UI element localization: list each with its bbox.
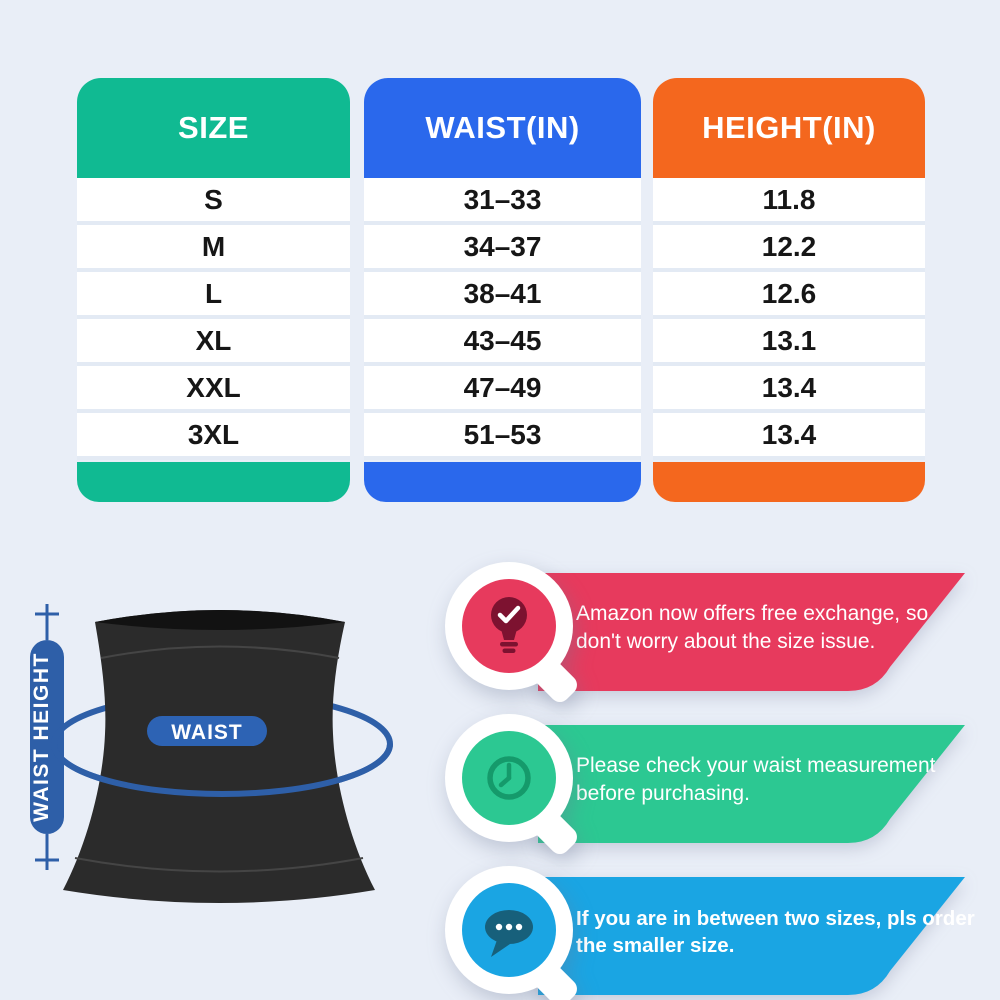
table-cell: 51–53 — [364, 413, 641, 460]
table-cell: 12.2 — [653, 225, 925, 272]
table-cell: 38–41 — [364, 272, 641, 319]
note-badge — [445, 562, 577, 702]
note-line: Amazon now offers free exchange, so — [576, 601, 929, 625]
column-header-height: HEIGHT(IN) — [653, 78, 925, 178]
table-column-waist: WAIST(IN) 31–33 34–37 38–41 43–45 47–49 … — [364, 78, 641, 502]
note-line: Please check your waist measurement — [576, 753, 936, 777]
column-header-size: SIZE — [77, 78, 350, 178]
waist-label-pill — [147, 716, 267, 746]
note-text: Please check your waist measurement befo… — [538, 725, 965, 843]
note-banner — [538, 573, 965, 691]
table-cell: 31–33 — [364, 178, 641, 225]
note-check-measurement: Please check your waist measurement befo… — [443, 712, 988, 854]
table-cell: 34–37 — [364, 225, 641, 272]
note-line: before purchasing. — [576, 782, 750, 805]
table-cell: 13.4 — [653, 366, 925, 413]
chat-dots — [495, 923, 523, 931]
note-free-exchange: Amazon now offers free exchange, so don'… — [443, 560, 988, 702]
note-text: Amazon now offers free exchange, so don'… — [538, 573, 965, 691]
table-column-height: HEIGHT(IN) 11.8 12.2 12.6 13.1 13.4 13.4 — [653, 78, 925, 502]
table-cell: 13.4 — [653, 413, 925, 460]
column-footer-bar — [653, 462, 925, 502]
size-table: SIZE S M L XL XXL 3XL WAIST(IN) 31–33 34… — [77, 78, 925, 502]
notes-panel: Amazon now offers free exchange, so don'… — [443, 560, 988, 1000]
waist-label: WAIST — [171, 721, 243, 744]
table-cell: 12.6 — [653, 272, 925, 319]
table-cell: S — [77, 178, 350, 225]
note-line: If you are in between two sizes, pls ord… — [576, 906, 975, 930]
table-cell: 47–49 — [364, 366, 641, 413]
waist-trainer-garment — [63, 610, 375, 903]
column-footer-bar — [77, 462, 350, 502]
table-cell: XL — [77, 319, 350, 366]
note-banner — [538, 877, 965, 995]
table-cell: 13.1 — [653, 319, 925, 366]
table-cell: 43–45 — [364, 319, 641, 366]
note-line: don't worry about the size issue. — [576, 630, 876, 653]
lightbulb-check-icon — [491, 597, 527, 653]
garment-bottom-seam — [74, 857, 364, 873]
note-line: the smaller size. — [576, 934, 735, 957]
note-text: If you are in between two sizes, pls ord… — [538, 877, 975, 995]
garment-opening — [95, 610, 345, 630]
waist-trainer-figure: WAIST HEIGHT WAIST — [15, 582, 435, 937]
waist-height-pill — [30, 640, 64, 834]
waist-ring-front — [51, 743, 393, 797]
note-badge — [445, 714, 577, 854]
table-column-size: SIZE S M L XL XXL 3XL — [77, 78, 350, 502]
note-between-sizes: If you are in between two sizes, pls ord… — [443, 864, 988, 1000]
table-cell: 11.8 — [653, 178, 925, 225]
waist-trainer-illustration: WAIST HEIGHT WAIST — [30, 604, 393, 903]
table-cell: 3XL — [77, 413, 350, 460]
table-cell: L — [77, 272, 350, 319]
table-cell: XXL — [77, 366, 350, 413]
table-cell: M — [77, 225, 350, 272]
clock-icon — [487, 756, 531, 800]
note-badge — [445, 866, 577, 1000]
note-banner — [538, 725, 965, 843]
waist-height-label: WAIST HEIGHT — [30, 652, 53, 822]
waist-height-indicator — [35, 604, 59, 870]
column-footer-bar — [364, 462, 641, 502]
column-header-waist: WAIST(IN) — [364, 78, 641, 178]
garment-top-seam — [100, 645, 340, 659]
